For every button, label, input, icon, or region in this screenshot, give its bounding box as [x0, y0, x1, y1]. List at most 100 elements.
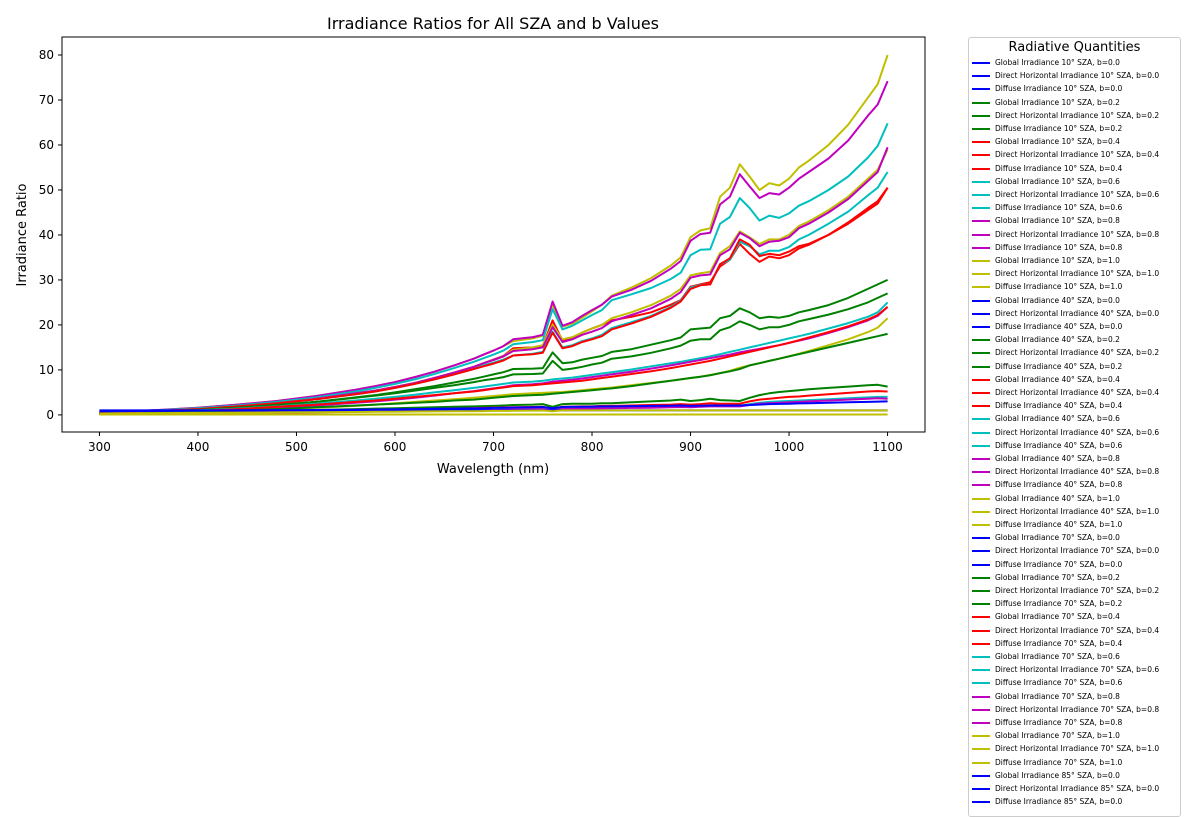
- legend-item: Diffuse Irradiance 40° SZA, b=0.6: [969, 440, 1180, 452]
- legend-item: Diffuse Irradiance 10° SZA, b=0.6: [969, 202, 1180, 214]
- legend-swatch: [972, 114, 990, 117]
- legend-label: Diffuse Irradiance 70° SZA, b=0.6: [995, 678, 1123, 688]
- legend-label: Direct Horizontal Irradiance 85° SZA, b=…: [995, 784, 1160, 793]
- series-line-12: [99, 306, 889, 415]
- legend-item: Direct Horizontal Irradiance 70° SZA, b=…: [969, 625, 1180, 637]
- legend-label: Direct Horizontal Irradiance 40° SZA, b=…: [995, 427, 1160, 437]
- legend-label: Diffuse Irradiance 10° SZA, b=0.0: [995, 84, 1123, 94]
- legend-label: Direct Horizontal Irradiance 40° SZA, b=…: [995, 506, 1160, 516]
- legend-item: Global Irradiance 70° SZA, b=0.4: [969, 611, 1180, 623]
- legend-swatch: [972, 220, 990, 223]
- legend-label: Diffuse Irradiance 70° SZA, b=1.0: [995, 757, 1123, 767]
- legend-swatch: [972, 378, 990, 381]
- legend-item: Diffuse Irradiance 40° SZA, b=0.8: [969, 479, 1180, 491]
- legend-item: Direct Horizontal Irradiance 70° SZA, b=…: [969, 585, 1180, 597]
- legend-swatch: [972, 656, 990, 658]
- legend-item: Global Irradiance 40° SZA, b=0.2: [969, 334, 1180, 346]
- legend-item: Direct Horizontal Irradiance 40° SZA, b=…: [969, 387, 1180, 399]
- legend-label: Global Irradiance 10° SZA, b=0.8: [995, 216, 1120, 226]
- plot-lines: [99, 54, 889, 416]
- legend-swatch: [972, 312, 990, 315]
- y-axis: 0 10 20 30 40 50 60 70 80: [39, 48, 62, 422]
- legend-label: Direct Horizontal Irradiance 40° SZA, b=…: [995, 467, 1160, 477]
- legend-swatch: [972, 774, 990, 777]
- legend-item: Global Irradiance 10° SZA, b=0.2: [969, 97, 1180, 109]
- legend-swatch: [972, 695, 990, 698]
- legend-swatch: [972, 603, 990, 606]
- legend-title: Radiative Quantities: [1008, 40, 1141, 55]
- legend-label: Global Irradiance 70° SZA, b=0.4: [995, 612, 1120, 622]
- legend-swatch: [972, 576, 990, 579]
- legend-label: Global Irradiance 70° SZA, b=1.0: [995, 731, 1120, 741]
- legend-item: Global Irradiance 85° SZA, b=0.0: [969, 770, 1180, 782]
- legend-label: Diffuse Irradiance 70° SZA, b=0.8: [995, 718, 1123, 727]
- series-line-1: [99, 80, 889, 414]
- legend-swatch: [972, 788, 990, 790]
- y-tick-label: 70: [39, 93, 54, 107]
- legend-label: Global Irradiance 10° SZA, b=1.0: [995, 256, 1120, 265]
- legend-label: Global Irradiance 10° SZA, b=0.4: [995, 137, 1120, 147]
- series-line-10: [99, 301, 889, 415]
- legend-swatch: [972, 88, 990, 91]
- legend-swatch: [972, 761, 990, 764]
- legend-label: Direct Horizontal Irradiance 10° SZA, b=…: [995, 269, 1160, 279]
- series-line-9: [99, 292, 889, 415]
- legend-swatch: [972, 537, 990, 540]
- legend-item: Global Irradiance 40° SZA, b=0.0: [969, 295, 1180, 307]
- legend-item: Diffuse Irradiance 40° SZA, b=1.0: [969, 519, 1180, 531]
- legend-label: Global Irradiance 40° SZA, b=0.2: [995, 335, 1120, 345]
- legend-item: Direct Horizontal Irradiance 70° SZA, b=…: [969, 743, 1180, 755]
- legend-item: Direct Horizontal Irradiance 70° SZA, b=…: [969, 664, 1180, 676]
- y-tick-label: 50: [39, 183, 54, 197]
- legend-item: Diffuse Irradiance 10° SZA, b=1.0: [969, 281, 1180, 293]
- legend-item: Diffuse Irradiance 70° SZA, b=1.0: [969, 757, 1180, 769]
- y-tick-label: 0: [46, 408, 54, 422]
- legend-swatch: [972, 563, 990, 566]
- legend-item: Diffuse Irradiance 85° SZA, b=0.0: [969, 796, 1180, 808]
- y-tick-label: 80: [39, 48, 54, 62]
- legend-item: Direct Horizontal Irradiance 70° SZA, b=…: [969, 704, 1180, 716]
- legend-item: Direct Horizontal Irradiance 40° SZA, b=…: [969, 427, 1180, 439]
- legend-swatch: [972, 299, 990, 302]
- series-line-7: [99, 187, 889, 415]
- legend-swatch: [972, 497, 990, 500]
- y-axis-label: Irradiance Ratio: [15, 183, 30, 286]
- legend-label: Diffuse Irradiance 70° SZA, b=0.4: [995, 638, 1123, 648]
- y-tick-label: 40: [39, 228, 54, 242]
- legend-item: Global Irradiance 10° SZA, b=0.4: [969, 136, 1180, 148]
- legend-label: Global Irradiance 85° SZA, b=0.0: [995, 770, 1120, 780]
- legend-item: Global Irradiance 10° SZA, b=0.6: [969, 176, 1180, 188]
- legend-swatch: [972, 524, 990, 526]
- legend-label: Direct Horizontal Irradiance 10° SZA, b=…: [995, 150, 1160, 160]
- legend-label: Global Irradiance 40° SZA, b=0.0: [995, 295, 1120, 305]
- legend-label: Direct Horizontal Irradiance 40° SZA, b=…: [995, 348, 1160, 358]
- legend-swatch: [972, 167, 990, 170]
- legend-label: Diffuse Irradiance 70° SZA, b=0.0: [995, 559, 1123, 569]
- legend-swatch: [972, 286, 990, 289]
- legend-item: Global Irradiance 40° SZA, b=1.0: [969, 493, 1180, 505]
- legend-label: Direct Horizontal Irradiance 10° SZA, b=…: [995, 190, 1160, 199]
- legend-label: Direct Horizontal Irradiance 40° SZA, b=…: [995, 388, 1160, 397]
- legend-label: Global Irradiance 70° SZA, b=0.6: [995, 652, 1120, 661]
- legend-item: Direct Horizontal Irradiance 40° SZA, b=…: [969, 466, 1180, 478]
- legend-label: Diffuse Irradiance 10° SZA, b=0.4: [995, 163, 1123, 173]
- legend-swatch: [972, 273, 990, 276]
- y-tick-label: 10: [39, 363, 54, 377]
- legend-swatch: [972, 405, 990, 408]
- legend-label: Diffuse Irradiance 40° SZA, b=0.4: [995, 401, 1123, 411]
- x-tick-label: 400: [186, 440, 209, 454]
- legend-item: Diffuse Irradiance 10° SZA, b=0.8: [969, 242, 1180, 254]
- legend-label: Diffuse Irradiance 10° SZA, b=0.8: [995, 242, 1123, 252]
- legend-swatch: [972, 682, 990, 685]
- legend-label: Direct Horizontal Irradiance 10° SZA, b=…: [995, 110, 1160, 120]
- legend-label: Global Irradiance 70° SZA, b=0.0: [995, 533, 1120, 543]
- legend-item: Global Irradiance 10° SZA, b=1.0: [969, 255, 1180, 267]
- legend-swatch: [972, 735, 990, 738]
- chart-title: Irradiance Ratios for All SZA and b Valu…: [327, 14, 659, 33]
- legend-swatch: [972, 365, 990, 368]
- legend-label: Global Irradiance 40° SZA, b=1.0: [995, 493, 1120, 503]
- legend-item: Diffuse Irradiance 70° SZA, b=0.2: [969, 598, 1180, 610]
- legend-item: Direct Horizontal Irradiance 10° SZA, b=…: [969, 110, 1180, 122]
- legend-label: Direct Horizontal Irradiance 70° SZA, b=…: [995, 704, 1160, 714]
- legend-label: Global Irradiance 40° SZA, b=0.6: [995, 414, 1120, 424]
